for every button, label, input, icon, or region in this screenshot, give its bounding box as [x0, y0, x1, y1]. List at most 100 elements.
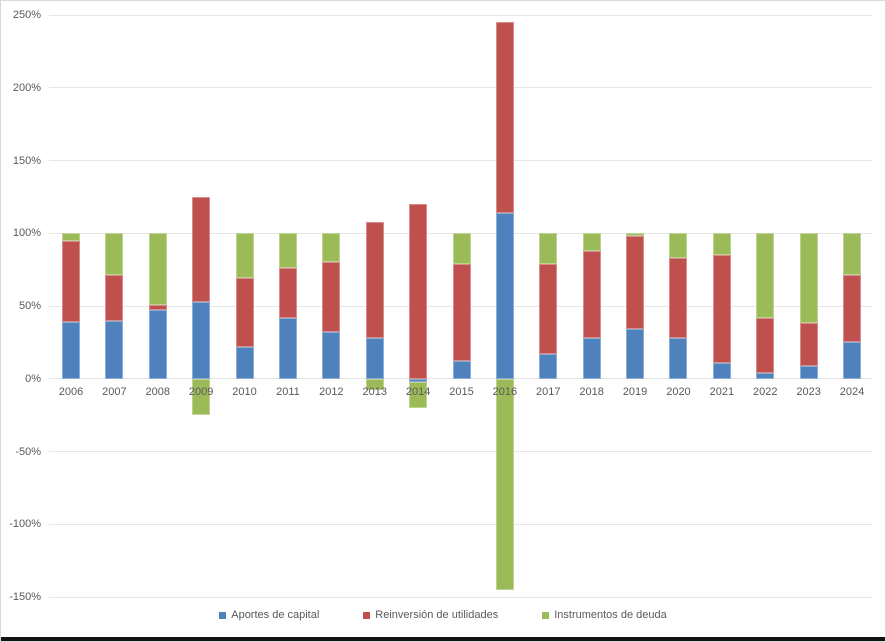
y-axis-tick-label: 150%: [12, 154, 41, 167]
gridline: [49, 87, 872, 89]
bar-segment-aportes-de-capital-2019: [626, 329, 645, 379]
x-axis-label-2011: 2011: [276, 386, 300, 398]
bar-segment-reinversion-de-utilidades-2006: [62, 240, 80, 322]
bar-segment-reinversion-de-utilidades-2014: [409, 204, 428, 379]
bar-segment-aportes-de-capital-2012: [322, 332, 341, 379]
bar-segment-aportes-de-capital-2020: [669, 338, 688, 379]
bar-segment-aportes-de-capital-2010: [235, 346, 254, 379]
bar-segment-reinversion-de-utilidades-2009: [192, 196, 211, 302]
bar-segment-aportes-de-capital-2021: [712, 362, 731, 379]
bar-segment-instrumentos-de-deuda-2016: [495, 378, 514, 590]
bar-segment-instrumentos-de-deuda-2012: [322, 233, 341, 263]
legend-swatch-aportes-de-capital: [219, 611, 227, 619]
bar-segment-reinversion-de-utilidades-2019: [626, 236, 645, 330]
legend-swatch-instrumentos-de-deuda: [542, 611, 550, 619]
x-axis-label-2016: 2016: [492, 386, 518, 398]
window-bottom-edge: [1, 637, 885, 641]
bar-segment-instrumentos-de-deuda-2023: [799, 233, 818, 324]
gridline: [49, 523, 872, 525]
bar-segment-reinversion-de-utilidades-2011: [278, 268, 297, 318]
bar-segment-reinversion-de-utilidades-2018: [582, 250, 601, 338]
gridline: [49, 596, 872, 598]
bar-segment-reinversion-de-utilidades-2017: [539, 263, 558, 354]
bar-segment-instrumentos-de-deuda-2018: [582, 233, 601, 251]
gridline: [49, 160, 872, 161]
x-axis-label-2022: 2022: [752, 386, 778, 398]
x-axis-label-2014: 2014: [405, 386, 431, 398]
y-axis-tick-label: 100%: [12, 227, 41, 240]
legend-swatch-reinversion-de-utilidades: [363, 611, 371, 619]
y-axis-tick-label: 250%: [12, 9, 41, 21]
bar-segment-instrumentos-de-deuda-2024: [843, 233, 862, 276]
x-axis-label-2023: 2023: [796, 386, 821, 398]
bar-segment-reinversion-de-utilidades-2008: [148, 304, 167, 311]
bar-segment-aportes-de-capital-2009: [192, 301, 211, 379]
bar-segment-aportes-de-capital-2011: [278, 317, 297, 379]
legend-item-aportes-de-capital: Aportes de capital: [219, 609, 319, 621]
legend-label-reinversion-de-utilidades: Reinversión de utilidades: [375, 609, 499, 621]
legend-label-aportes-de-capital: Aportes de capital: [231, 609, 320, 621]
y-axis-tick-label: 50%: [18, 300, 41, 312]
bar-segment-reinversion-de-utilidades-2020: [669, 257, 688, 338]
x-axis-label-2018: 2018: [579, 386, 604, 398]
bar-segment-reinversion-de-utilidades-2015: [452, 263, 471, 362]
bar-segment-reinversion-de-utilidades-2016: [495, 22, 514, 213]
legend-item-reinversion-de-utilidades: Reinversión de utilidades: [363, 609, 498, 621]
legend: Aportes de capital Reinversión de utilid…: [1, 609, 885, 621]
x-axis-label-2020: 2020: [666, 386, 691, 398]
legend-label-instrumentos-de-deuda: Instrumentos de deuda: [554, 609, 667, 621]
y-axis-tick-label: -150%: [9, 591, 41, 603]
bar-segment-reinversion-de-utilidades-2024: [843, 275, 862, 343]
bar-segment-aportes-de-capital-2017: [539, 354, 558, 379]
bar-segment-aportes-de-capital-2018: [582, 338, 601, 379]
bar-segment-instrumentos-de-deuda-2017: [539, 233, 558, 264]
x-axis-label-2008: 2008: [145, 386, 170, 398]
bar-segment-aportes-de-capital-2015: [452, 361, 471, 379]
bar-segment-instrumentos-de-deuda-2021: [712, 233, 731, 256]
bar-segment-instrumentos-de-deuda-2019: [626, 233, 645, 237]
bar-segment-instrumentos-de-deuda-2014: [409, 381, 428, 408]
bar-segment-instrumentos-de-deuda-2008: [148, 233, 167, 305]
bar-segment-reinversion-de-utilidades-2010: [235, 278, 254, 347]
gridline: [49, 378, 872, 380]
bar-segment-reinversion-de-utilidades-2013: [365, 221, 384, 338]
bar-segment-instrumentos-de-deuda-2011: [278, 233, 297, 269]
bar-segment-aportes-de-capital-2007: [105, 320, 124, 379]
bar-segment-instrumentos-de-deuda-2007: [105, 233, 124, 276]
x-axis-label-2015: 2015: [449, 386, 474, 398]
bar-segment-aportes-de-capital-2008: [148, 310, 167, 379]
x-axis-label-2013: 2013: [362, 386, 387, 398]
x-axis-label-2021: 2021: [709, 386, 735, 398]
bar-segment-aportes-de-capital-2014: [409, 378, 428, 382]
bar-segment-aportes-de-capital-2016: [495, 212, 514, 379]
x-axis-label-2006: 2006: [58, 386, 84, 398]
bar-segment-instrumentos-de-deuda-2015: [452, 233, 471, 264]
x-axis-label-2009: 2009: [188, 386, 214, 398]
x-axis-label-2024: 2024: [839, 386, 865, 398]
bar-segment-aportes-de-capital-2023: [799, 365, 818, 379]
bar-segment-instrumentos-de-deuda-2010: [235, 233, 254, 279]
x-axis-label-2019: 2019: [622, 386, 648, 398]
x-axis-label-2007: 2007: [102, 386, 127, 398]
bar-segment-aportes-de-capital-2022: [756, 372, 775, 379]
x-axis-label-2017: 2017: [536, 386, 561, 398]
bar-segment-aportes-de-capital-2024: [843, 342, 862, 379]
bar-segment-reinversion-de-utilidades-2007: [105, 275, 124, 321]
bar-segment-instrumentos-de-deuda-2009: [192, 378, 211, 416]
y-axis-tick-label: -50%: [15, 445, 41, 458]
y-axis-tick-label: 200%: [12, 81, 41, 94]
x-axis-label-2012: 2012: [319, 386, 344, 398]
bar-segment-reinversion-de-utilidades-2022: [756, 317, 775, 373]
gridline: [49, 451, 872, 452]
bar-segment-instrumentos-de-deuda-2020: [669, 233, 688, 258]
y-axis-tick-label: -100%: [9, 518, 41, 531]
bar-segment-reinversion-de-utilidades-2021: [712, 255, 731, 363]
bar-segment-instrumentos-de-deuda-2022: [756, 233, 775, 318]
gridline: [49, 14, 872, 16]
bar-segment-reinversion-de-utilidades-2012: [322, 262, 341, 333]
x-axis-label-2010: 2010: [232, 386, 257, 398]
bar-segment-instrumentos-de-deuda-2013: [365, 378, 384, 391]
bar-segment-instrumentos-de-deuda-2006: [62, 233, 80, 241]
